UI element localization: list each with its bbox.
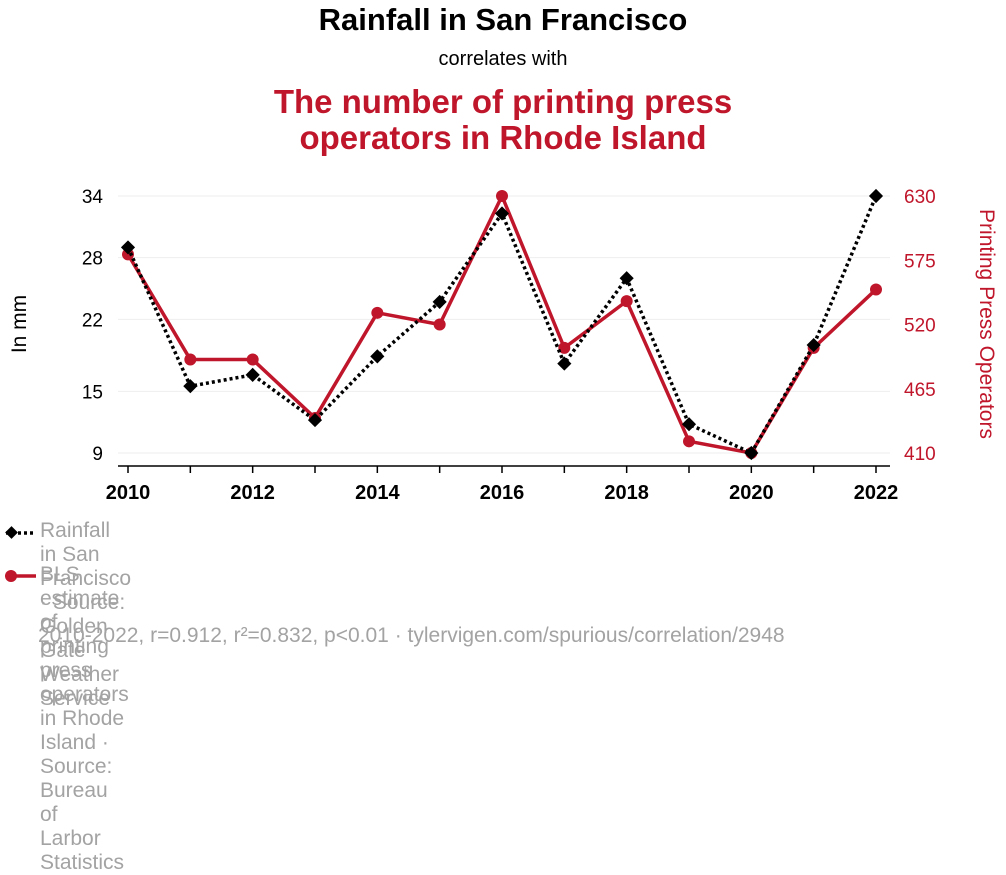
y-tick-right-label: 630 [904,187,936,208]
data-point-rainfall [681,417,697,432]
series-line-printing [126,194,878,455]
y-axis-left-label: In mm [8,295,31,353]
y-tick-left-label: 28 [82,249,103,270]
legend-label-printing: BLS estimate of printing press operators… [40,563,129,875]
data-point-rainfall [868,188,884,204]
data-point-rainfall [183,379,198,394]
y-tick-right-label: 575 [904,251,936,272]
x-tick-label: 2020 [729,482,774,504]
y-axis-right-label: Printing Press Operators [975,209,998,439]
x-tick-label: 2018 [604,482,649,504]
y-tick-right-label: 465 [904,380,936,401]
legend-marker-printing [5,570,36,582]
data-point-rainfall [245,367,260,382]
data-point-printing [683,435,695,448]
data-point-rainfall [744,445,759,461]
series-line-rainfall [126,195,878,455]
y-axis-left: 34 28 22 15 9 [82,187,104,465]
chart-title: Rainfall in San Francisco [318,2,688,37]
x-tick-label: 2022 [854,482,899,504]
y-tick-left-label: 22 [82,310,103,331]
data-point-printing [870,283,882,296]
chart-subtitle: correlates with [438,48,568,70]
data-point-printing [371,306,384,319]
legend-marker-rainfall [5,526,36,539]
x-axis: 2010 2012 2014 2016 2018 2020 2022 [106,466,899,504]
x-tick-label: 2012 [230,482,275,504]
data-point-printing [558,341,571,354]
y-tick-right-label: 410 [904,444,936,465]
x-tick-label: 2014 [355,482,400,504]
data-point-printing [246,353,259,366]
footer-stats: 2010-2022, r=0.912, r²=0.832, p<0.01 · t… [38,624,785,647]
y-tick-left-label: 34 [82,187,104,208]
y-tick-left-label: 15 [82,382,103,403]
y-tick-left-label: 9 [92,444,103,465]
data-point-rainfall [307,413,323,428]
x-tick-label: 2016 [480,482,525,504]
data-point-rainfall [494,206,510,221]
title-secondary-line-2: operators in Rhode Island [299,119,707,156]
legend-label-printing-line-2: Larbor Statistics [40,827,125,874]
data-point-printing [184,353,197,366]
legend-label-printing-line-1: BLS estimate of printing press operators… [40,563,129,826]
data-point-printing [620,295,633,308]
series-group [120,188,884,461]
y-axis-right: 630 575 520 465 410 [904,187,936,465]
x-tick-label: 2010 [106,482,151,504]
chart-title-secondary: The number of printing press operators i… [0,84,1006,156]
data-point-printing [433,318,446,331]
y-tick-right-label: 520 [904,316,936,337]
data-point-rainfall [619,271,634,286]
title-secondary-line-1: The number of printing press [273,83,733,120]
data-point-printing [496,190,508,202]
data-point-rainfall [370,349,385,364]
data-point-rainfall [806,337,821,353]
data-point-rainfall [557,356,572,371]
data-point-rainfall [432,294,447,309]
